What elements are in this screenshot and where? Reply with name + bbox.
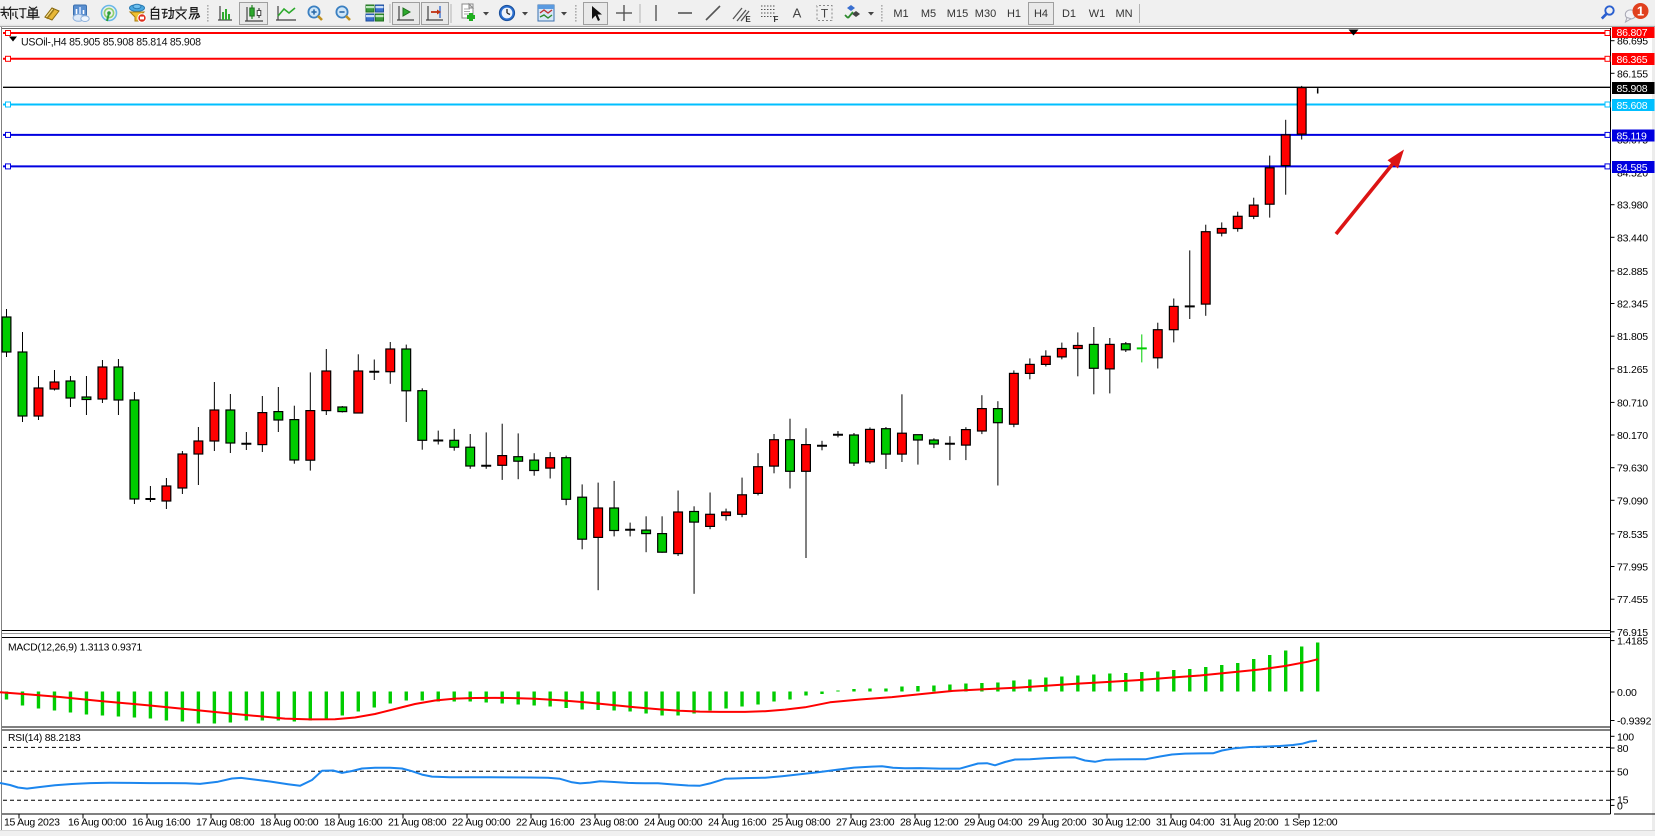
- svg-text:30 Aug 12:00: 30 Aug 12:00: [1092, 817, 1151, 829]
- svg-text:E: E: [745, 15, 751, 24]
- svg-text:86.365: 86.365: [1617, 54, 1648, 66]
- svg-text:H4: H4: [1034, 8, 1048, 20]
- svg-text:50: 50: [1617, 766, 1629, 778]
- svg-text:22 Aug 00:00: 22 Aug 00:00: [452, 817, 511, 829]
- svg-text:82.885: 82.885: [1617, 266, 1648, 278]
- svg-text:81.265: 81.265: [1617, 364, 1648, 376]
- svg-text:18 Aug 16:00: 18 Aug 16:00: [324, 817, 383, 829]
- svg-text:17 Aug 08:00: 17 Aug 08:00: [196, 817, 255, 829]
- svg-text:29 Aug 20:00: 29 Aug 20:00: [1028, 817, 1087, 829]
- svg-text:84.585: 84.585: [1617, 162, 1648, 174]
- svg-text:31 Aug 04:00: 31 Aug 04:00: [1156, 817, 1215, 829]
- svg-text:M30: M30: [975, 8, 996, 20]
- svg-text:M1: M1: [893, 8, 908, 20]
- svg-text:M15: M15: [947, 8, 968, 20]
- svg-text:T: T: [821, 7, 829, 21]
- svg-text:USOil-,H4 85.905 85.908 85.81: USOil-,H4 85.905 85.908 85.814 85.908: [21, 36, 201, 48]
- svg-text:80: 80: [1617, 743, 1629, 755]
- svg-text:77.995: 77.995: [1617, 562, 1648, 574]
- svg-text:22 Aug 16:00: 22 Aug 16:00: [516, 817, 575, 829]
- svg-text:82.345: 82.345: [1617, 299, 1648, 311]
- svg-text:0.00: 0.00: [1617, 687, 1637, 699]
- svg-text:80.710: 80.710: [1617, 397, 1648, 409]
- svg-text:76.915: 76.915: [1617, 627, 1648, 639]
- svg-text:W1: W1: [1089, 8, 1106, 20]
- svg-text:1.4185: 1.4185: [1617, 636, 1648, 648]
- svg-text:24 Aug 00:00: 24 Aug 00:00: [644, 817, 703, 829]
- svg-text:77.455: 77.455: [1617, 594, 1648, 606]
- svg-text:79.630: 79.630: [1617, 463, 1648, 475]
- svg-text:15: 15: [1617, 795, 1629, 807]
- svg-text:86.155: 86.155: [1617, 68, 1648, 80]
- svg-text:16 Aug 16:00: 16 Aug 16:00: [132, 817, 191, 829]
- svg-text:31 Aug 20:00: 31 Aug 20:00: [1220, 817, 1279, 829]
- svg-text:24 Aug 16:00: 24 Aug 16:00: [708, 817, 767, 829]
- svg-text:25 Aug 08:00: 25 Aug 08:00: [772, 817, 831, 829]
- svg-text:81.805: 81.805: [1617, 331, 1648, 343]
- svg-text:D1: D1: [1062, 8, 1076, 20]
- svg-text:85.608: 85.608: [1617, 100, 1648, 112]
- svg-text:MACD(12,26,9) 1.3113 0.9371: MACD(12,26,9) 1.3113 0.9371: [8, 643, 143, 654]
- svg-text:15 Aug 2023: 15 Aug 2023: [4, 817, 60, 829]
- svg-text:29 Aug 04:00: 29 Aug 04:00: [964, 817, 1023, 829]
- svg-text:78.535: 78.535: [1617, 529, 1648, 541]
- svg-text:85.119: 85.119: [1617, 131, 1647, 143]
- svg-text:H1: H1: [1007, 8, 1021, 20]
- svg-text:21 Aug 08:00: 21 Aug 08:00: [388, 817, 447, 829]
- svg-text:85.908: 85.908: [1617, 83, 1648, 95]
- svg-text:79.090: 79.090: [1617, 495, 1648, 507]
- svg-text:83.980: 83.980: [1617, 200, 1648, 212]
- svg-text:M5: M5: [921, 8, 936, 20]
- svg-text:86.807: 86.807: [1617, 27, 1648, 39]
- svg-text:86.695: 86.695: [1617, 36, 1648, 48]
- svg-text:A: A: [793, 6, 802, 21]
- svg-text:28 Aug 12:00: 28 Aug 12:00: [900, 817, 959, 829]
- svg-text:0: 0: [1617, 800, 1623, 812]
- svg-text:1 Sep 12:00: 1 Sep 12:00: [1284, 817, 1338, 829]
- svg-text:1: 1: [1637, 4, 1644, 19]
- svg-text:100: 100: [1617, 731, 1634, 743]
- svg-text:80.170: 80.170: [1617, 430, 1648, 442]
- svg-text:83.440: 83.440: [1617, 232, 1648, 244]
- svg-text:18 Aug 00:00: 18 Aug 00:00: [260, 817, 319, 829]
- svg-text:-0.9392: -0.9392: [1617, 716, 1652, 728]
- svg-text:RSI(14) 88.2183: RSI(14) 88.2183: [8, 733, 81, 744]
- svg-text:23 Aug 08:00: 23 Aug 08:00: [580, 817, 639, 829]
- svg-text:MN: MN: [1115, 8, 1132, 20]
- svg-text:27 Aug 23:00: 27 Aug 23:00: [836, 817, 895, 829]
- svg-text:16 Aug 00:00: 16 Aug 00:00: [68, 817, 127, 829]
- svg-text:F: F: [774, 15, 779, 24]
